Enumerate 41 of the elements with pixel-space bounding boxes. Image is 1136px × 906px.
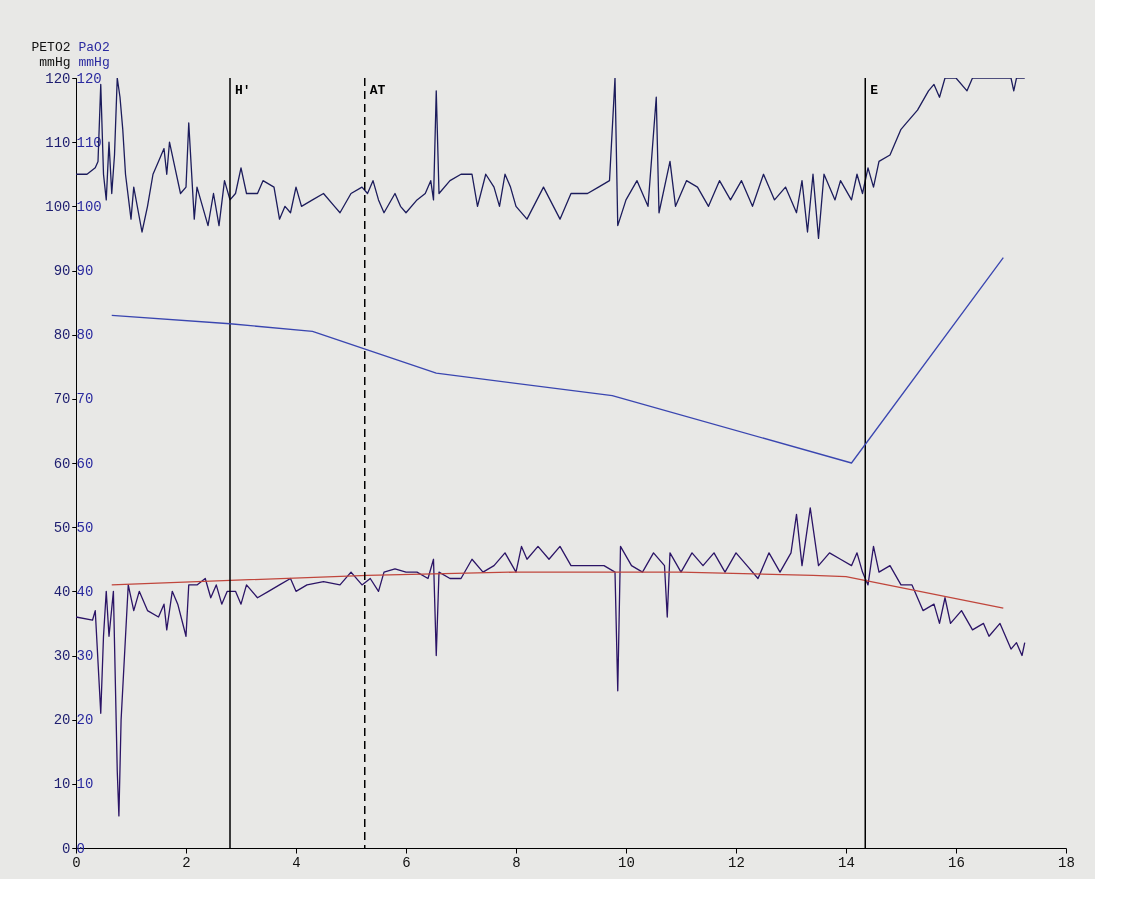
y-tick-label: 20 xyxy=(53,712,71,729)
y-tick-label: 70 xyxy=(53,391,71,408)
x-tick-label: 10 xyxy=(618,854,635,871)
y-tick-label: 50 xyxy=(53,519,71,536)
y-tick-label: 100 xyxy=(45,198,71,215)
ref-line-label: H' xyxy=(235,83,251,98)
y2-tick-label: 20 xyxy=(76,712,94,729)
ref-line-label: E xyxy=(870,83,879,98)
y-tick-label: 110 xyxy=(45,134,71,151)
ref-line-label: AT xyxy=(369,83,386,98)
x-tick-label: 14 xyxy=(838,854,855,871)
y2-tick-label: 10 xyxy=(76,776,94,793)
y-tick-label: 80 xyxy=(53,327,71,344)
y-tick-label: 90 xyxy=(53,263,71,279)
y-axis-title: PETO2 mmHg xyxy=(31,39,71,70)
line-series xyxy=(76,507,1026,817)
y-tick-label: 10 xyxy=(53,776,71,793)
x-tick-label: 4 xyxy=(292,854,301,871)
y2-tick-label: 70 xyxy=(76,391,94,408)
x-tick-label: 2 xyxy=(182,854,191,871)
y2-axis-title: PaO2 mmHg xyxy=(78,39,110,70)
y2-tick-label: 40 xyxy=(76,583,94,600)
y2-tick-label: 60 xyxy=(76,455,94,472)
x-tick-label: 12 xyxy=(728,854,745,871)
x-tick-label: 6 xyxy=(402,854,411,871)
y2-tick-label: 100 xyxy=(76,198,102,215)
x-tick-label: 8 xyxy=(512,854,521,871)
y2-tick-label: 30 xyxy=(76,648,94,664)
x-tick-label: 16 xyxy=(948,854,965,871)
y2-tick-label: 120 xyxy=(76,70,102,87)
x-tick-label: 18 xyxy=(1058,854,1075,871)
y-tick-label: 0 xyxy=(62,840,71,857)
y-tick-label: 40 xyxy=(53,583,71,600)
y2-tick-label: 90 xyxy=(76,263,94,279)
y2-tick-label: 80 xyxy=(76,327,94,344)
y-tick-label: 30 xyxy=(53,648,71,664)
line-series xyxy=(111,571,1004,609)
y-tick-label: 60 xyxy=(53,455,71,472)
line-series xyxy=(111,257,1004,464)
y-tick-label: 120 xyxy=(45,70,71,87)
y2-tick-label: 50 xyxy=(76,519,94,536)
